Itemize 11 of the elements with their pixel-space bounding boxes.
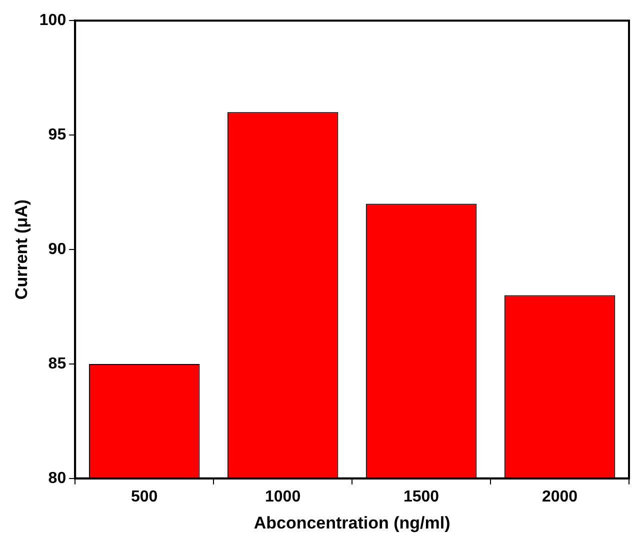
y-axis-title: Current (μA) [12, 199, 31, 300]
x-tick-label: 2000 [542, 488, 578, 506]
y-tick-label: 90 [48, 240, 66, 258]
y-tick-label: 80 [48, 470, 66, 487]
x-tick-label: 1000 [265, 488, 301, 506]
y-tick-label: 85 [48, 355, 66, 372]
x-axis-title: Abconcentration (ng/ml) [254, 513, 450, 532]
y-tick-label: 100 [39, 12, 66, 30]
x-tick-label: 500 [130, 488, 158, 506]
y-tick-label: 95 [48, 126, 66, 144]
x-tick-label: 1500 [403, 488, 440, 506]
